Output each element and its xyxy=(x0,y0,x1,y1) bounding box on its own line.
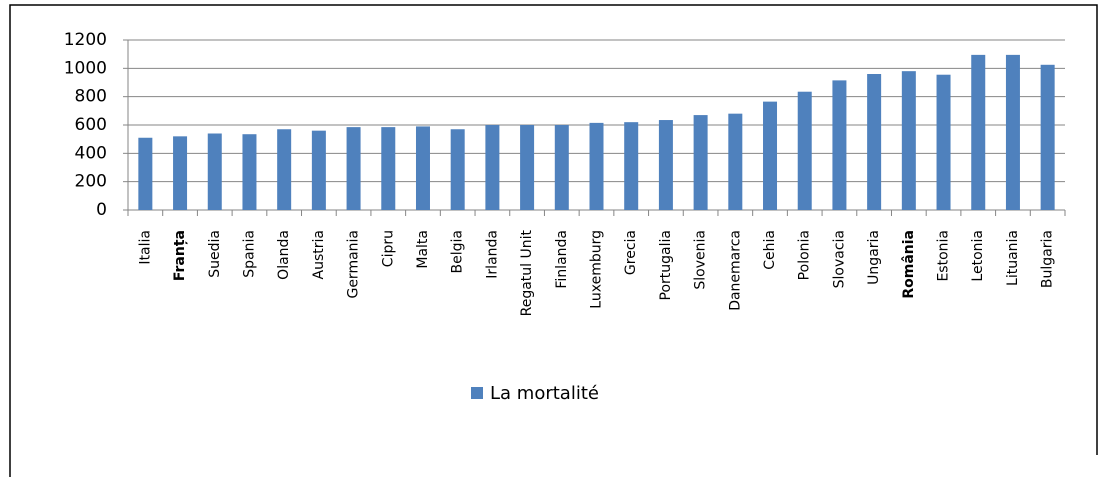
x-tick-label: Letonia xyxy=(970,230,986,282)
bar xyxy=(485,125,500,210)
y-tick-label: 0 xyxy=(96,200,107,220)
x-tick-label: România xyxy=(901,230,917,299)
x-tick-label: Belgia xyxy=(450,230,466,273)
bar xyxy=(971,54,986,210)
bar xyxy=(277,129,292,210)
bar xyxy=(1040,64,1055,211)
x-tick-label: Portugalia xyxy=(658,230,674,300)
bar xyxy=(658,120,673,210)
bar xyxy=(763,101,778,210)
y-tick-label: 800 xyxy=(75,87,107,107)
bar xyxy=(311,130,326,210)
x-tick-label: Malta xyxy=(415,230,431,269)
x-tick-label: Germania xyxy=(346,230,362,299)
x-tick-label: Slovenia xyxy=(693,230,709,290)
x-tick-label: Spania xyxy=(241,230,257,278)
bar xyxy=(520,125,535,210)
bar xyxy=(450,129,465,210)
bar xyxy=(624,122,639,210)
bar xyxy=(901,71,916,211)
x-tick-label: Ungaria xyxy=(866,230,882,285)
x-tick-label: Suedia xyxy=(207,230,223,278)
x-tick-label: Grecia xyxy=(623,230,639,275)
y-tick-label: 1200 xyxy=(64,30,107,50)
x-tick-label: Estonia xyxy=(936,230,952,282)
bar xyxy=(728,113,743,210)
legend-label: La mortalité xyxy=(490,383,599,404)
x-tick-label: Italia xyxy=(137,230,153,265)
x-tick-label: Austria xyxy=(311,230,327,279)
bar xyxy=(173,136,188,210)
bar xyxy=(797,91,812,210)
bar xyxy=(693,115,708,210)
bar xyxy=(381,127,396,210)
bar xyxy=(936,74,951,210)
y-tick-label: 200 xyxy=(75,172,107,192)
bar xyxy=(415,126,430,210)
x-tick-label: Lituania xyxy=(1005,230,1021,286)
x-tick-label: Luxemburg xyxy=(589,230,605,309)
y-tick-label: 600 xyxy=(75,115,107,135)
x-tick-label: Cehia xyxy=(762,230,778,270)
x-tick-label: Slovacia xyxy=(831,230,847,288)
x-tick-label: Finlanda xyxy=(554,230,570,289)
bar xyxy=(242,134,257,210)
x-tick-label: Cipru xyxy=(380,230,396,267)
y-tick-label: 1000 xyxy=(64,58,107,78)
bar xyxy=(1005,54,1020,210)
x-tick-label: Olanda xyxy=(276,230,292,280)
x-tick-label: Franța xyxy=(172,230,188,281)
x-tick-label: Bulgaria xyxy=(1040,230,1056,288)
x-tick-label: Polonia xyxy=(797,230,813,280)
bar xyxy=(867,74,882,210)
bar xyxy=(589,122,604,210)
y-tick-label: 400 xyxy=(75,143,107,163)
x-tick-label: Irlanda xyxy=(484,230,500,279)
x-tick-label: Regatul Unit xyxy=(519,230,535,317)
bar xyxy=(554,125,569,210)
chart-frame xyxy=(9,4,1098,477)
x-tick-label: Danemarca xyxy=(727,230,743,311)
bar xyxy=(207,133,222,210)
bar xyxy=(138,137,153,210)
bar xyxy=(346,127,361,210)
bar xyxy=(832,80,847,210)
legend-swatch xyxy=(471,387,483,399)
